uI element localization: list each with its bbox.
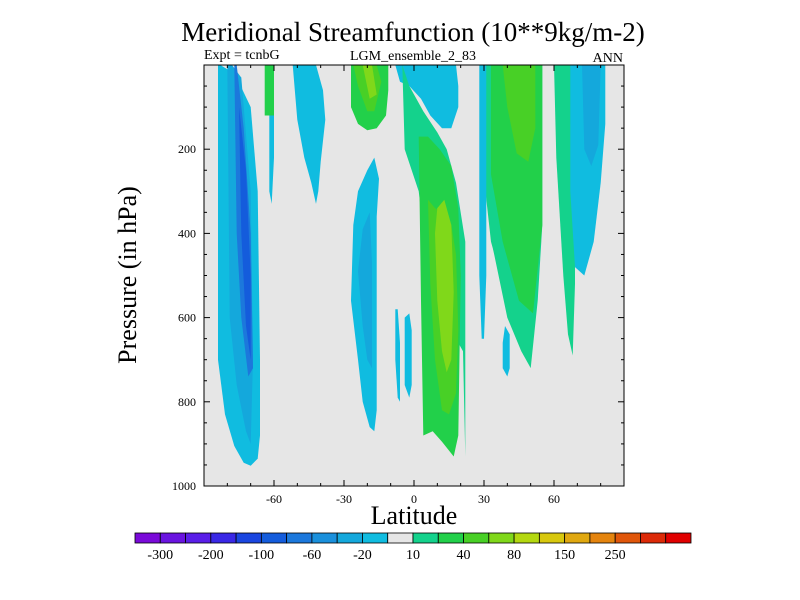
colorbar-swatch [336, 532, 363, 544]
axis-ticks: -60 -30 0 30 60 200 400 600 800 1000 [172, 65, 624, 506]
colorbar-label: -20 [353, 548, 372, 563]
colorbar-swatch [412, 532, 439, 544]
colorbar-label: 10 [406, 548, 420, 563]
x-tick-label: 30 [478, 492, 490, 506]
chart-title: Meridional Streamfunction (10**9kg/m-2) [181, 17, 644, 47]
colorbar-label: 80 [507, 548, 521, 563]
colorbar-swatch [614, 532, 641, 544]
colorbar-swatch [463, 532, 490, 544]
colorbar-label: -100 [249, 548, 275, 563]
colorbar-swatch [488, 532, 515, 544]
colorbar-swatch [564, 532, 591, 544]
contour-region-upper-equatorial-blue [395, 65, 459, 129]
contour-region-south-strip-blue [269, 115, 274, 204]
y-tick-label: 200 [178, 142, 196, 156]
contour-region-subtropic-column-inner [358, 212, 372, 369]
colorbar-swatch [185, 532, 212, 544]
right-subtitle: ANN [593, 51, 623, 66]
colorbar-swatch [665, 532, 692, 544]
colorbar-swatch [589, 532, 616, 544]
contour-region-south-midlat-column [292, 65, 326, 204]
colorbar-swatch [134, 532, 161, 544]
colorbar-label: -60 [303, 548, 322, 563]
colorbar-swatch [362, 532, 389, 544]
y-tick-label: 800 [178, 395, 196, 409]
y-tick-label: 1000 [172, 479, 196, 493]
contour-region-north-strip-blue [479, 65, 487, 339]
contour-region-south-strip-green [264, 65, 274, 116]
plot-area: -60 -30 0 30 60 200 400 600 800 1000 [172, 64, 625, 506]
colorbar-swatch [311, 532, 338, 544]
y-tick-label: 600 [178, 311, 196, 325]
colorbar-swatch [260, 532, 288, 544]
colorbar-swatch [437, 532, 464, 544]
center-subtitle: LGM_ensemble_2_83 [350, 49, 476, 64]
colorbar-swatch [513, 532, 540, 544]
contour-region-north-strip-blue-small [502, 326, 510, 377]
colorbar-label: 250 [605, 548, 626, 563]
left-subtitle: Expt = tcnbG [204, 48, 280, 63]
contour-region-north-midlat-core [502, 65, 536, 162]
x-tick-label: -30 [336, 492, 352, 506]
colorbar-swatch [210, 532, 237, 544]
colorbar-swatch [538, 532, 566, 544]
x-tick-label: -60 [266, 492, 282, 506]
contour-region-north-polar-cell-inner [582, 65, 601, 166]
contour-region-south-polar-cell-center [239, 107, 251, 360]
colorbar-label: -300 [147, 548, 173, 563]
x-axis-label: Latitude [371, 501, 458, 530]
contour-region-north-hadley-cell-center [435, 199, 454, 373]
colorbar-swatch [235, 532, 262, 544]
x-tick-label: 60 [548, 492, 560, 506]
y-tick-label: 400 [178, 226, 196, 240]
colorbar-swatch [159, 532, 186, 544]
contour-region-small-blue-cell [404, 313, 412, 398]
contour-region-upper-hadley-band [353, 65, 382, 112]
colorbar-label: -200 [198, 548, 224, 563]
colorbar: -300 -200 -100 -60 -20 10 40 80 150 250 [134, 532, 692, 563]
contour-region-small-blue-column [395, 309, 400, 402]
colorbar-swatch [387, 532, 414, 544]
y-axis-label: Pressure (in hPa) [113, 186, 142, 364]
colorbar-swatch [286, 532, 313, 544]
contour-region-north-polar-column [554, 65, 575, 356]
contour-region-upper-hadley-core [362, 65, 377, 99]
colorbar-label: 40 [457, 548, 471, 563]
colorbar-label: 150 [554, 548, 575, 563]
colorbar-swatch [640, 532, 667, 544]
x-tick-label: 0 [411, 492, 417, 506]
contour-fills [218, 65, 606, 466]
